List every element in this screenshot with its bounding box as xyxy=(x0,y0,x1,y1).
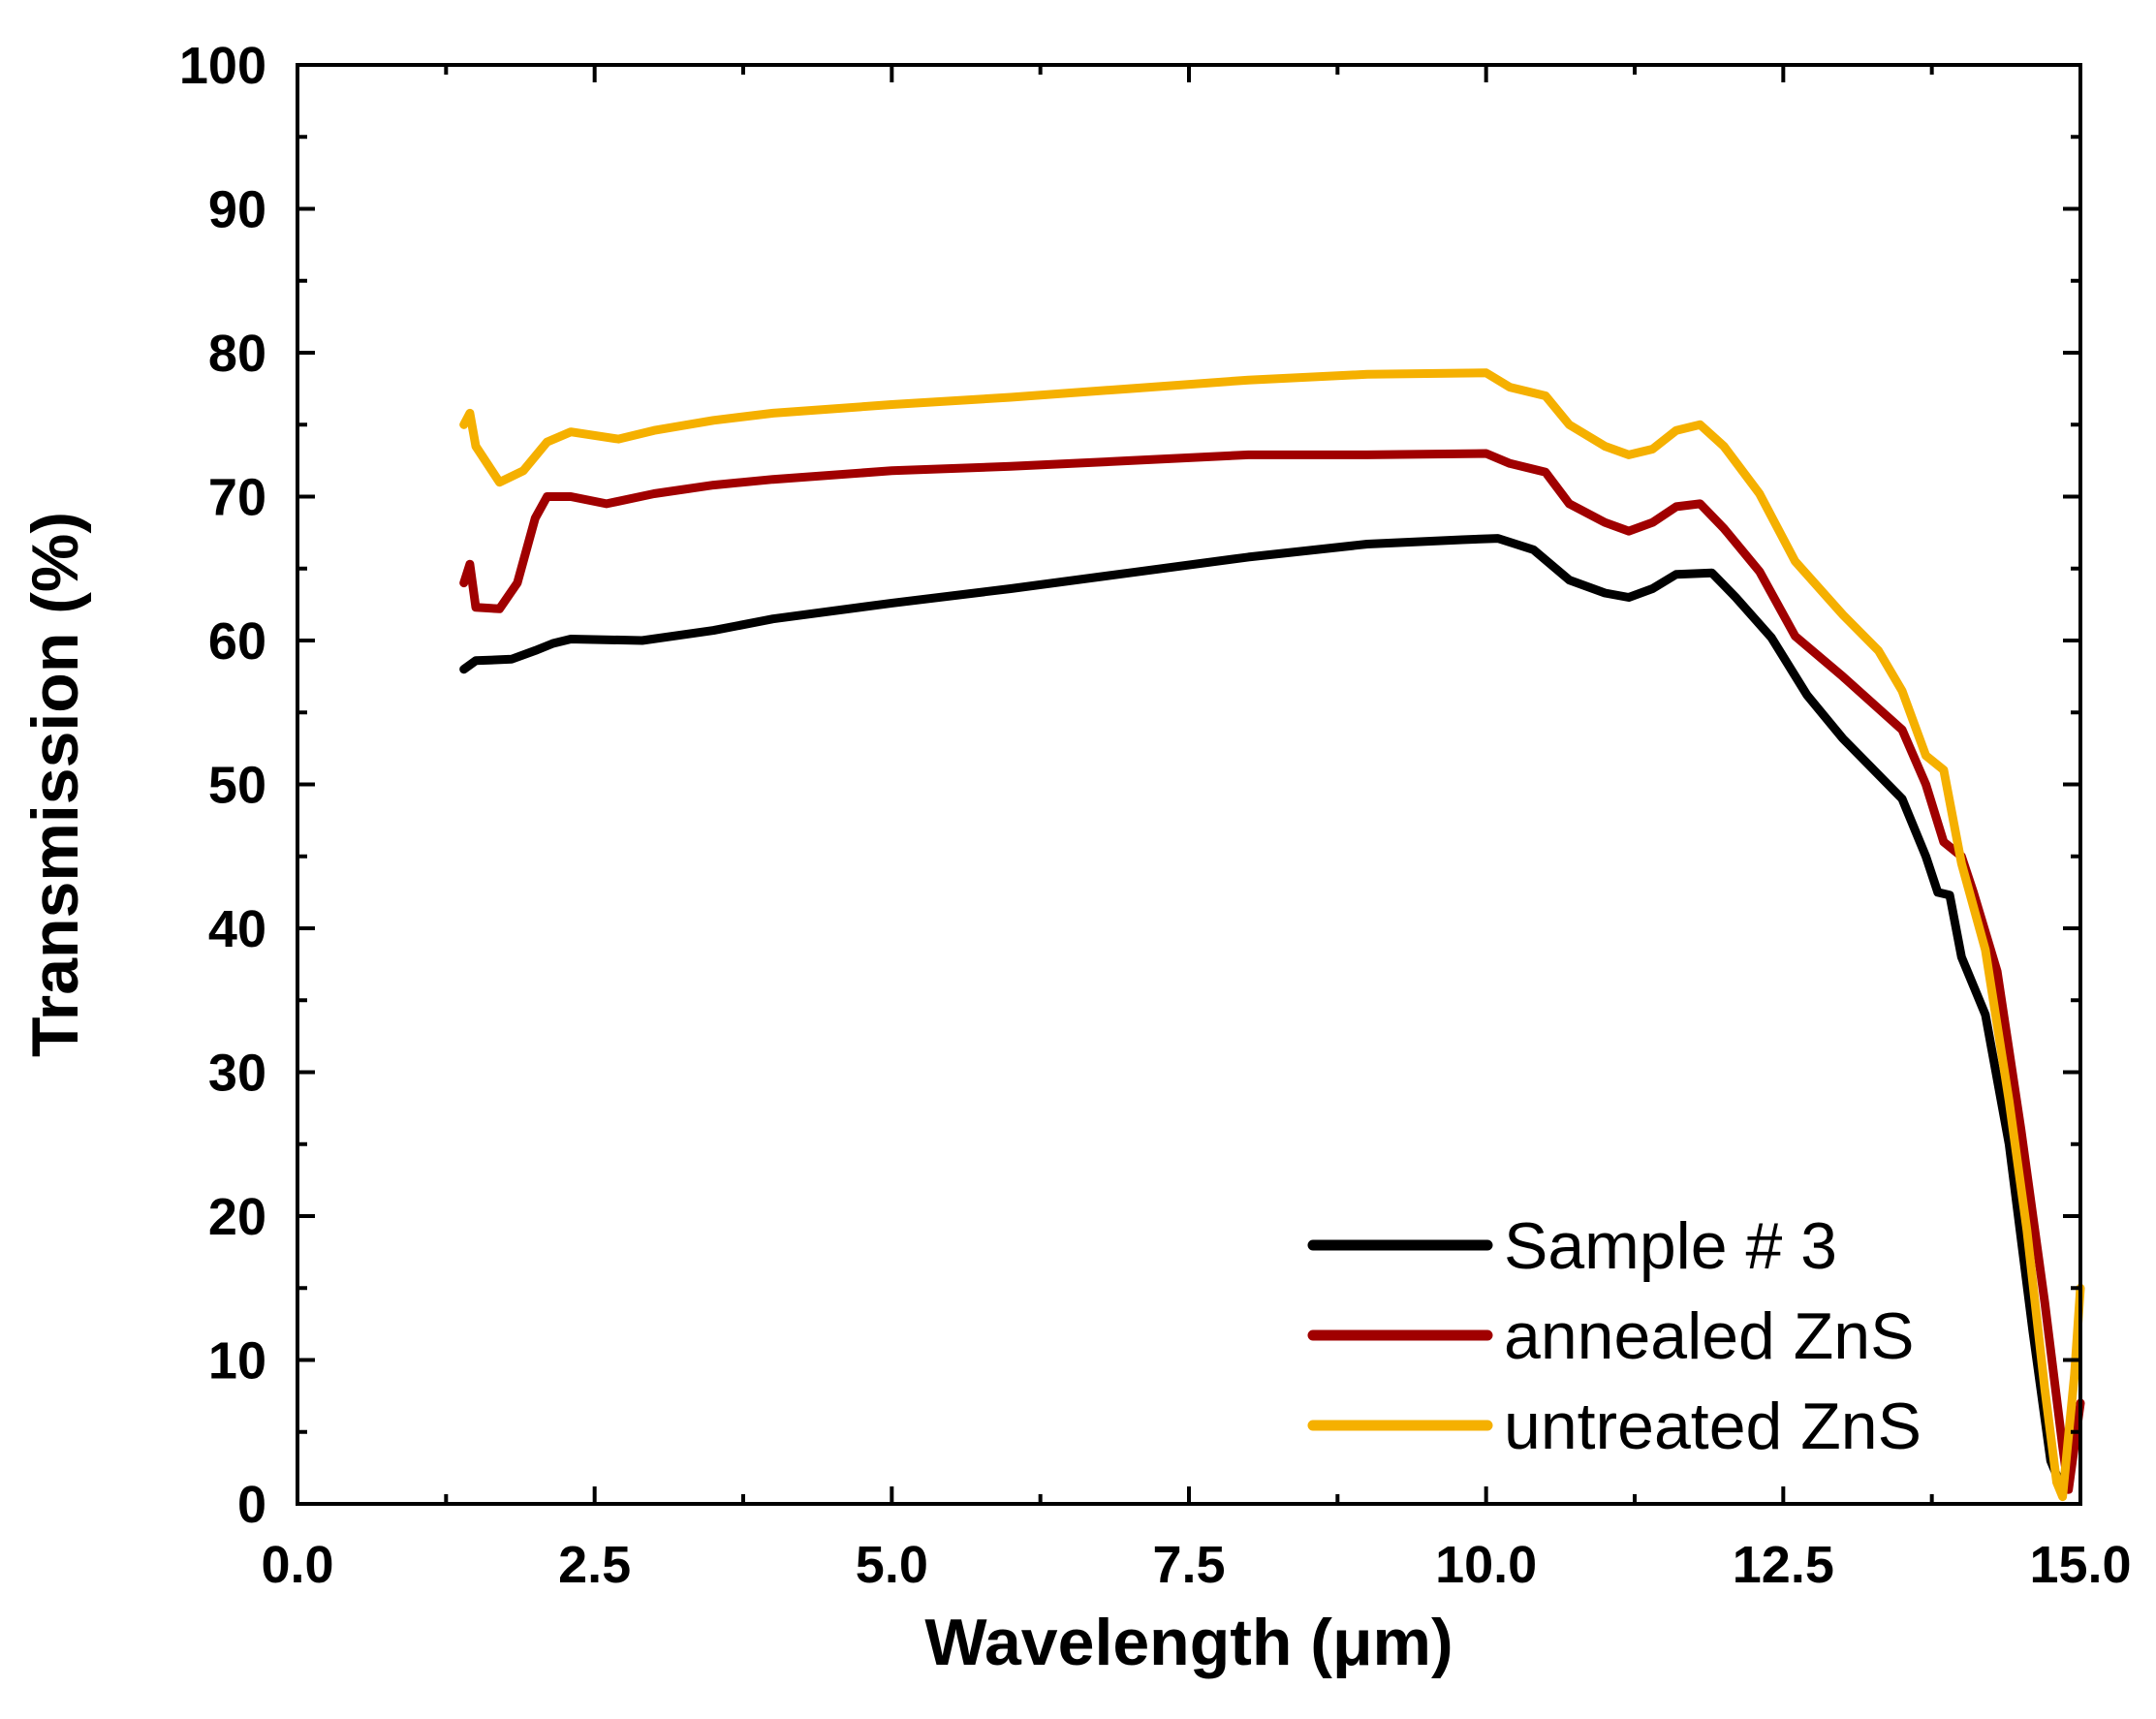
legend-label: Sample # 3 xyxy=(1504,1209,1837,1283)
x-tick-label: 7.5 xyxy=(1152,1536,1225,1594)
y-tick-label: 20 xyxy=(208,1188,266,1246)
y-tick-label: 10 xyxy=(208,1332,266,1391)
y-tick-label: 90 xyxy=(208,181,266,239)
x-tick-label: 0.0 xyxy=(261,1536,333,1594)
x-tick-label: 12.5 xyxy=(1733,1536,1834,1594)
legend-label: untreated ZnS xyxy=(1504,1390,1922,1463)
y-tick-label: 80 xyxy=(208,325,266,383)
plot-frame xyxy=(296,63,2082,1506)
y-tick-label: 30 xyxy=(208,1045,266,1103)
x-tick-label: 5.0 xyxy=(856,1536,928,1594)
x-axis-title: Wavelength (μm) xyxy=(924,1606,1453,1679)
y-tick-label: 50 xyxy=(208,757,266,815)
x-tick-label: 15.0 xyxy=(2029,1536,2131,1594)
y-tick-label: 100 xyxy=(179,37,266,95)
axis-layer: 0.0 2.5 5.0 7.5 10.0 12.5 15.0 0 10 20 30 40 50 60 70 8… xyxy=(179,37,2132,1594)
legend: Sample # 3 annealed ZnS untreated ZnS xyxy=(1307,1209,1922,1463)
x-tick-label: 2.5 xyxy=(558,1536,631,1594)
y-tick-label: 0 xyxy=(237,1476,266,1534)
legend-label: annealed ZnS xyxy=(1504,1299,1914,1373)
y-tick-label: 40 xyxy=(208,900,266,958)
series-line-3 xyxy=(459,368,2085,1502)
y-tick-label: 60 xyxy=(208,612,266,671)
y-tick-label: 70 xyxy=(208,469,266,527)
series-layer xyxy=(459,368,2085,1502)
series-line-1 xyxy=(459,534,2079,1494)
y-axis-title: Transmission (%) xyxy=(18,512,92,1057)
x-tick-label: 10.0 xyxy=(1435,1536,1537,1594)
